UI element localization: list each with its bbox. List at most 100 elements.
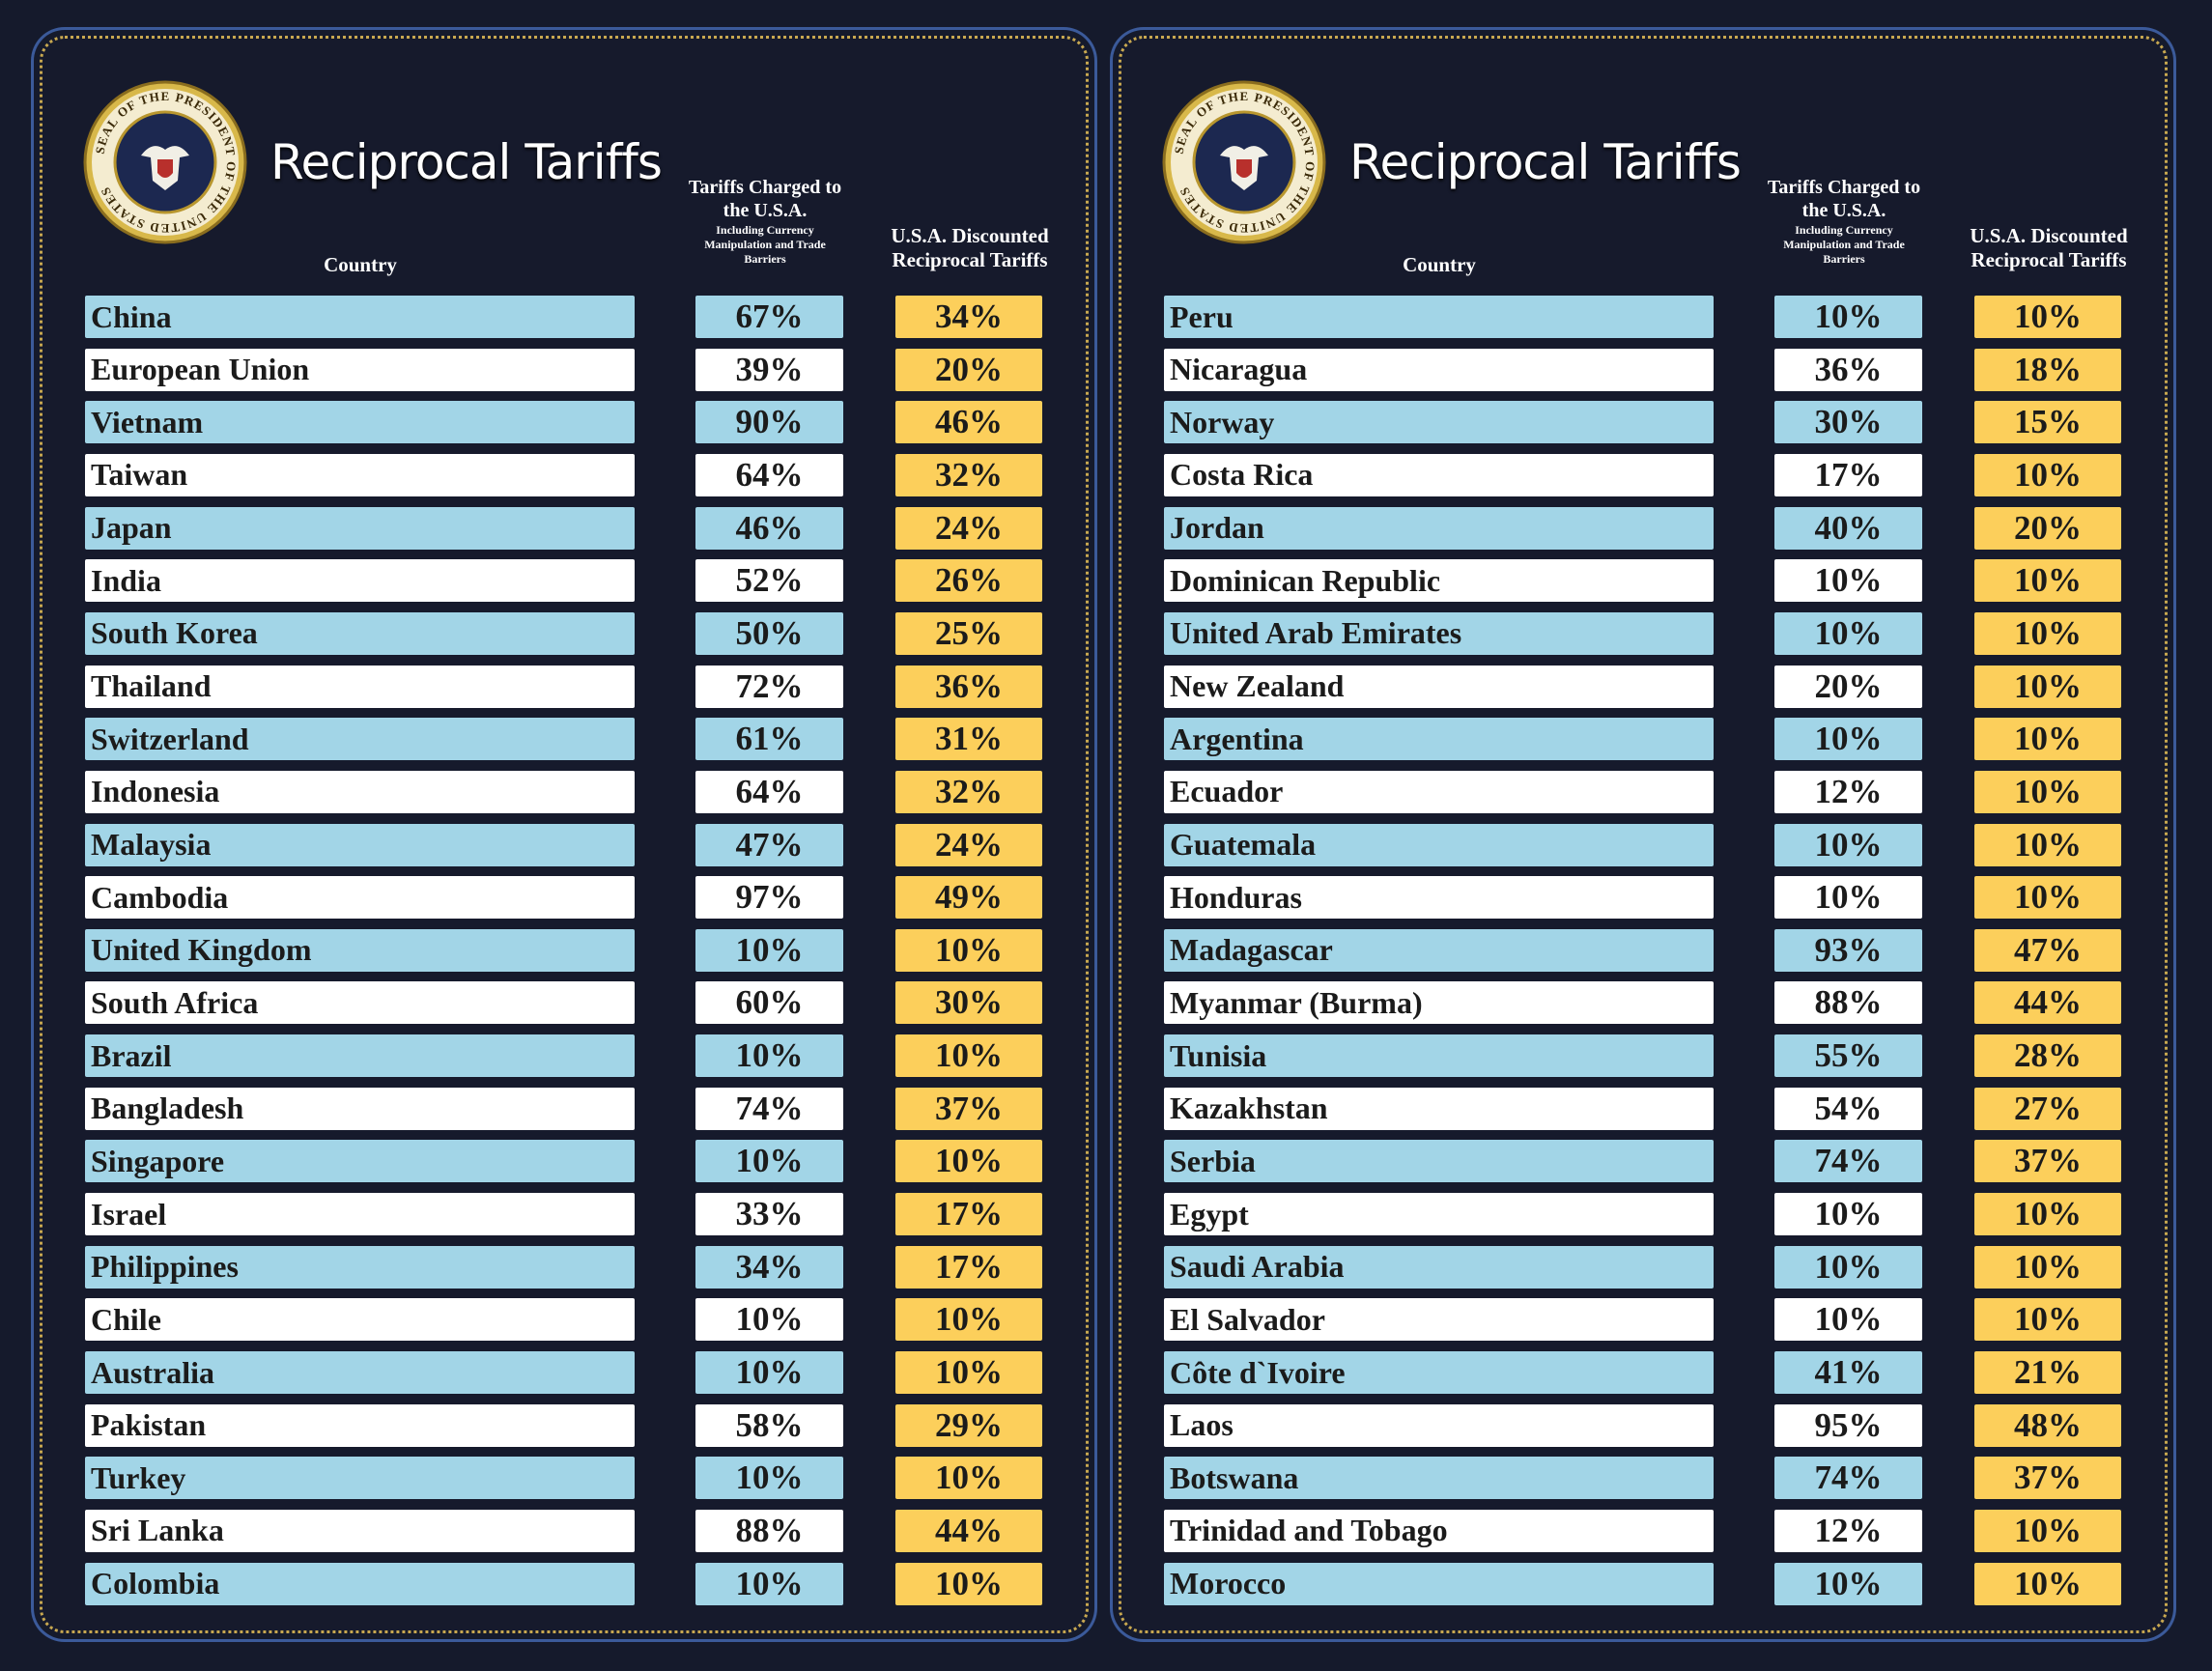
discount-cell: 30% <box>895 981 1042 1025</box>
tariff-cell: 10% <box>695 1351 843 1394</box>
title: Reciprocal Tariffs <box>270 134 663 190</box>
discount-cell: 34% <box>895 296 1042 338</box>
country-cell: Bangladesh <box>85 1087 635 1130</box>
tariff-cell: 72% <box>695 665 843 708</box>
country-cell: Thailand <box>85 665 635 708</box>
discount-cell: 10% <box>1974 1562 2121 1605</box>
tariff-cell: 64% <box>695 453 843 496</box>
country-cell: Trinidad and Tobago <box>1164 1509 1714 1552</box>
discount-cell: 44% <box>1974 981 2121 1025</box>
tariff-cell: 54% <box>1774 1087 1922 1130</box>
discount-cell: 21% <box>1974 1351 2121 1394</box>
tariff-cell: 10% <box>695 928 843 972</box>
seal-shield <box>157 159 173 178</box>
country-cell: Turkey <box>85 1457 635 1500</box>
country-cell: New Zealand <box>1164 665 1714 708</box>
discount-cell: 37% <box>895 1087 1042 1130</box>
country-cell: Sri Lanka <box>85 1509 635 1552</box>
discount-cell: 10% <box>1974 770 2121 813</box>
tariff-cell: 41% <box>1774 1351 1922 1394</box>
discount-cell: 29% <box>895 1403 1042 1447</box>
country-cell: Laos <box>1164 1403 1714 1447</box>
tariff-cell: 10% <box>695 1457 843 1500</box>
tariff-cell: 39% <box>695 348 843 391</box>
country-cell: Jordan <box>1164 506 1714 550</box>
discount-cell: 10% <box>1974 1193 2121 1236</box>
tariff-cell: 10% <box>1774 296 1922 338</box>
country-cell: Peru <box>1164 296 1714 338</box>
discount-cell: 10% <box>895 928 1042 972</box>
discount-cell: 46% <box>895 401 1042 444</box>
country-cell: Japan <box>85 506 635 550</box>
country-cell: Argentina <box>1164 718 1714 761</box>
discount-cell: 24% <box>895 823 1042 866</box>
country-cell: Taiwan <box>85 453 635 496</box>
country-cell: Singapore <box>85 1140 635 1183</box>
discount-cell: 18% <box>1974 348 2121 391</box>
tariff-cell: 10% <box>1774 1193 1922 1236</box>
discount-cell: 10% <box>895 1298 1042 1342</box>
country-cell: Kazakhstan <box>1164 1087 1714 1130</box>
column-note: Including Currency Manipulation and Trad… <box>704 223 826 266</box>
country-cell: United Kingdom <box>85 928 635 972</box>
country-cell: Indonesia <box>85 770 635 813</box>
discount-cell: 31% <box>895 718 1042 761</box>
discount-cell: 10% <box>895 1562 1042 1605</box>
country-cell: El Salvador <box>1164 1298 1714 1342</box>
country-cell: Guatemala <box>1164 823 1714 866</box>
country-cell: Switzerland <box>85 718 635 761</box>
discount-cell: 17% <box>895 1245 1042 1289</box>
country-cell: European Union <box>85 348 635 391</box>
tariff-cell: 67% <box>695 296 843 338</box>
tariff-cell: 55% <box>1774 1034 1922 1078</box>
discount-cell: 49% <box>895 876 1042 920</box>
discount-cell: 10% <box>895 1034 1042 1078</box>
column-header: U.S.A. Discounted Reciprocal Tariffs <box>891 224 1049 272</box>
country-cell: Malaysia <box>85 823 635 866</box>
country-cell: Côte d`Ivoire <box>1164 1351 1714 1394</box>
country-cell: China <box>85 296 635 338</box>
country-cell: Norway <box>1164 401 1714 444</box>
seal: SEAL OF THE PRESIDENT OF THE UNITED STAT… <box>83 80 247 244</box>
country-cell: Botswana <box>1164 1457 1714 1500</box>
country-cell: Madagascar <box>1164 928 1714 972</box>
seal: SEAL OF THE PRESIDENT OF THE UNITED STAT… <box>1162 80 1326 244</box>
discount-cell: 10% <box>1974 453 2121 496</box>
tariff-cell: 74% <box>695 1087 843 1130</box>
tariff-cell: 10% <box>1774 559 1922 603</box>
country-cell: Tunisia <box>1164 1034 1714 1078</box>
tariff-cell: 10% <box>1774 1298 1922 1342</box>
tariff-cell: 12% <box>1774 770 1922 813</box>
country-cell: Myanmar (Burma) <box>1164 981 1714 1025</box>
tariff-cell: 74% <box>1774 1457 1922 1500</box>
discount-cell: 20% <box>895 348 1042 391</box>
country-cell: Chile <box>85 1298 635 1342</box>
column-header: Country <box>1403 253 1476 276</box>
country-cell: Ecuador <box>1164 770 1714 813</box>
tariff-cell: 60% <box>695 981 843 1025</box>
country-cell: Vietnam <box>85 401 635 444</box>
discount-cell: 10% <box>1974 1245 2121 1289</box>
discount-cell: 27% <box>1974 1087 2121 1130</box>
tariff-cell: 97% <box>695 876 843 920</box>
country-cell: United Arab Emirates <box>1164 611 1714 655</box>
discount-cell: 15% <box>1974 401 2121 444</box>
discount-cell: 37% <box>1974 1140 2121 1183</box>
country-cell: Honduras <box>1164 876 1714 920</box>
tariff-cell: 88% <box>1774 981 1922 1025</box>
country-cell: South Africa <box>85 981 635 1025</box>
title: Reciprocal Tariffs <box>1349 134 1742 190</box>
discount-cell: 10% <box>895 1457 1042 1500</box>
tariff-cell: 64% <box>695 770 843 813</box>
discount-cell: 10% <box>1974 1509 2121 1552</box>
column-header: Country <box>324 253 397 276</box>
discount-cell: 10% <box>1974 611 2121 655</box>
tariff-cell: 34% <box>695 1245 843 1289</box>
tariff-cell: 61% <box>695 718 843 761</box>
tariff-cell: 90% <box>695 401 843 444</box>
discount-cell: 36% <box>895 665 1042 708</box>
tariff-cell: 74% <box>1774 1140 1922 1183</box>
discount-cell: 10% <box>1974 296 2121 338</box>
tariff-cell: 10% <box>1774 823 1922 866</box>
column-header: Tariffs Charged to the U.S.A. <box>1767 177 1921 221</box>
